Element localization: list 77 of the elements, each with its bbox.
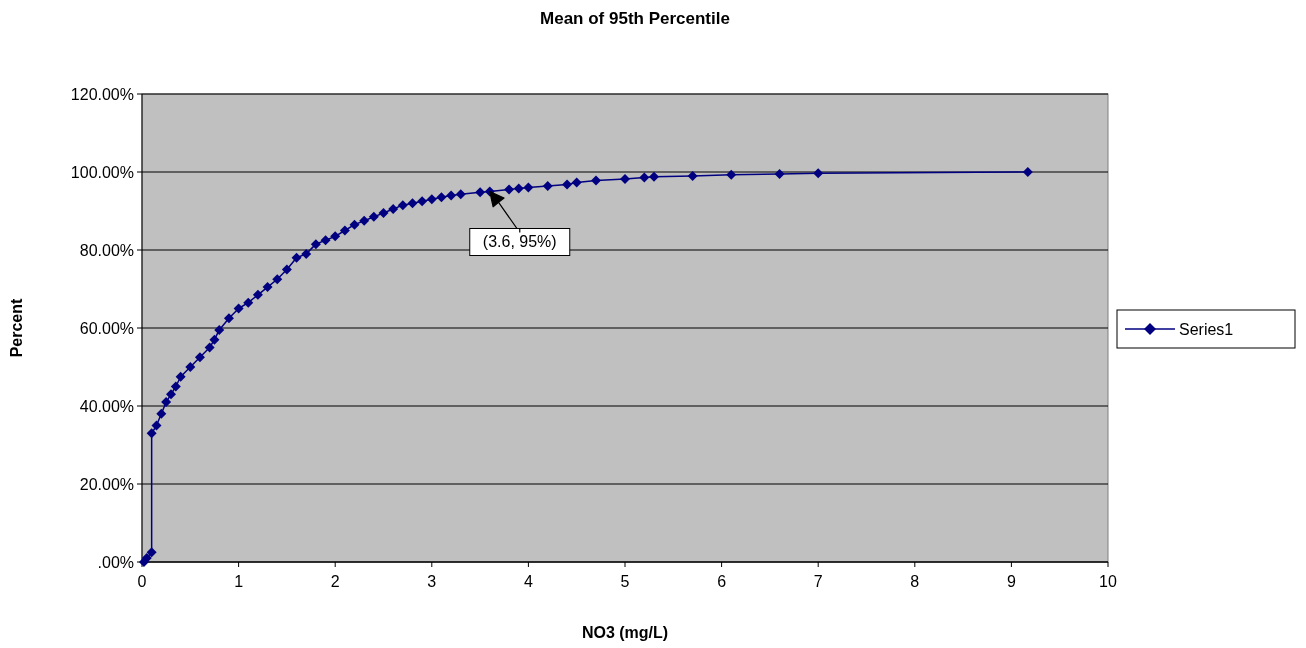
x-tick-label: 9 <box>1006 573 1016 590</box>
point <box>301 248 312 259</box>
point <box>504 184 515 195</box>
point <box>209 334 220 345</box>
point <box>562 179 573 190</box>
point <box>571 177 582 188</box>
x-tick-label: 5 <box>620 573 630 590</box>
x-tick-label: 8 <box>910 573 920 590</box>
y-tick-label: 100.00% <box>70 163 134 181</box>
point <box>542 181 553 192</box>
point <box>156 408 167 419</box>
point <box>175 371 186 382</box>
x-tick-label: 0 <box>137 573 147 590</box>
y-tick-label: 40.00% <box>79 397 134 415</box>
point <box>204 342 215 353</box>
x-tick-label: 4 <box>523 573 533 590</box>
point <box>726 169 737 180</box>
point <box>151 420 162 431</box>
point <box>146 428 157 439</box>
point <box>291 252 302 263</box>
point <box>513 183 524 194</box>
point <box>455 189 466 200</box>
point <box>388 204 399 215</box>
point <box>378 207 389 218</box>
point <box>436 192 447 203</box>
point <box>813 168 824 179</box>
point <box>243 297 254 308</box>
point <box>687 170 698 181</box>
y-tick-label: 60.00% <box>79 319 134 337</box>
point <box>639 172 650 183</box>
point <box>591 175 602 186</box>
point <box>368 211 379 222</box>
point <box>252 289 263 300</box>
x-tick-label: 7 <box>813 573 823 590</box>
point <box>233 303 244 314</box>
point <box>359 215 370 226</box>
y-tick-label: 20.00% <box>79 475 134 493</box>
point <box>194 352 205 363</box>
chart-title: Mean of 95th Percentile <box>540 9 730 28</box>
point <box>161 397 172 408</box>
legend-label: Series1 <box>1179 320 1234 338</box>
point <box>417 196 428 207</box>
point <box>272 274 283 285</box>
point <box>214 324 225 335</box>
point <box>339 225 350 236</box>
point <box>426 194 437 205</box>
point <box>523 182 534 193</box>
y-tick-label: .00% <box>97 553 134 571</box>
point <box>146 547 157 558</box>
y-axis-title: Percent <box>8 297 25 358</box>
y-tick-label: 120.00% <box>70 85 134 103</box>
point <box>1022 167 1033 177</box>
point <box>648 171 659 182</box>
point <box>774 168 785 179</box>
point <box>475 187 486 198</box>
point <box>407 198 418 209</box>
point <box>330 231 341 242</box>
x-tick-label: 1 <box>234 573 244 590</box>
point <box>223 313 234 324</box>
point <box>262 282 273 293</box>
point <box>170 381 181 392</box>
point <box>320 235 331 246</box>
point <box>281 264 292 275</box>
x-tick-label: 10 <box>1099 573 1117 590</box>
annotation: (3.6, 95%) <box>482 233 557 251</box>
x-tick-label: 2 <box>330 573 340 590</box>
point <box>185 362 196 372</box>
point <box>165 389 176 400</box>
x-axis-title: NO3 (mg/L) <box>581 624 669 641</box>
point <box>620 174 630 185</box>
y-tick-label: 80.00% <box>79 241 134 259</box>
point <box>349 219 360 230</box>
point <box>310 239 321 250</box>
point <box>446 190 457 201</box>
x-tick-label: 6 <box>717 573 727 590</box>
x-tick-label: 3 <box>427 573 437 590</box>
point <box>397 200 408 211</box>
